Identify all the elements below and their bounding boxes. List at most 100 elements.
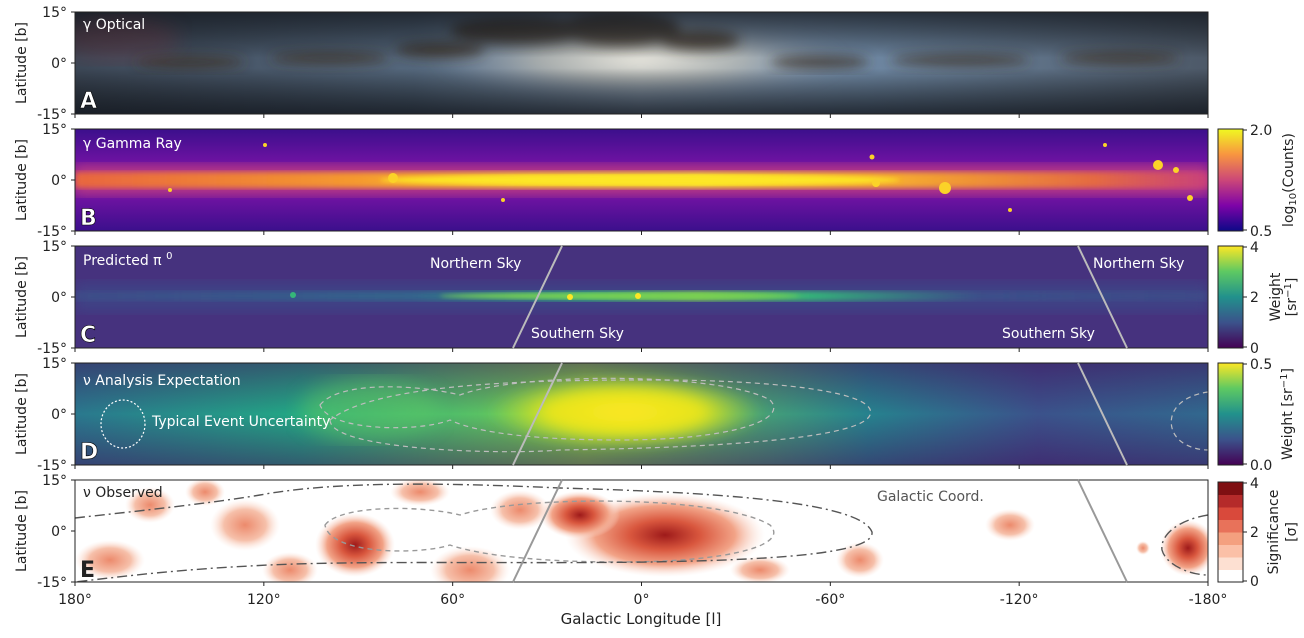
expectation-contours bbox=[319, 377, 1208, 453]
x-axis-label-text: Galactic Longitude [l] bbox=[561, 610, 722, 628]
y-tick-label: 0° bbox=[51, 524, 67, 540]
colorbar-d-label: Weight [sr−1] bbox=[1279, 368, 1296, 460]
annotation-typical-event-uncertainty: Typical Event Uncertainty bbox=[151, 414, 330, 430]
y-axis-label: Latitude [b] bbox=[14, 22, 30, 104]
annotation-galactic-coord: Galactic Coord. bbox=[877, 489, 984, 505]
x-axis-label: Galactic Longitude [l] bbox=[561, 610, 722, 628]
colorbar-e-step bbox=[1218, 569, 1243, 583]
colorbar-e-step bbox=[1218, 532, 1243, 545]
x-tick-label: -120° bbox=[1000, 592, 1039, 608]
panel-e-letter: E bbox=[80, 558, 95, 583]
y-tick-label: 0° bbox=[51, 407, 67, 423]
sky-boundary-lines bbox=[512, 245, 1128, 583]
colorbar-b-tick-min: 0.5 bbox=[1250, 224, 1272, 240]
colorbar-e-label: Significance bbox=[1266, 490, 1282, 575]
annotation-northern-sky-right: Northern Sky bbox=[1093, 256, 1184, 272]
y-tick-label: -15° bbox=[37, 224, 67, 240]
panel-d-letter: D bbox=[80, 440, 98, 465]
x-axis: 180° 120° 60° 0° -60° -120° -180° bbox=[58, 592, 1227, 608]
annotation-southern-sky-left: Southern Sky bbox=[531, 326, 624, 342]
x-tick-label: -180° bbox=[1189, 592, 1228, 608]
colorbar-c-tick-2: 2 bbox=[1250, 290, 1259, 306]
colorbar-c-label: Weight bbox=[1268, 272, 1284, 321]
colorbar-e-step bbox=[1218, 482, 1243, 495]
x-tick-label: 60° bbox=[440, 592, 465, 608]
panel-c-letter: C bbox=[80, 323, 96, 348]
colorbar-d-gradient bbox=[1217, 362, 1244, 466]
sky-boundary-left-c bbox=[512, 245, 563, 349]
colorbar-e-tick-0: 0 bbox=[1250, 574, 1259, 590]
y-tick-label: 15° bbox=[42, 473, 67, 489]
sky-boundary-right-e bbox=[1077, 479, 1128, 583]
y-tick-label: 15° bbox=[42, 356, 67, 372]
panel-d-expectation bbox=[75, 363, 1208, 465]
colorbar-e-steps bbox=[1218, 482, 1243, 583]
y-axis-label: Latitude [b] bbox=[14, 256, 30, 338]
y-tick-label: 15° bbox=[42, 122, 67, 138]
panel-a-letter: A bbox=[80, 89, 97, 114]
colorbar-d-tick-max: 0.5 bbox=[1250, 357, 1272, 373]
colorbar-b-label: log10(Counts) bbox=[1281, 133, 1299, 227]
x-tick-label: 120° bbox=[247, 592, 281, 608]
panel-c-pi0 bbox=[75, 246, 1208, 348]
colorbar-b-tick-max: 2.0 bbox=[1250, 123, 1272, 139]
colorbar-c: 4 2 0 Weight [sr−1] bbox=[1217, 240, 1300, 357]
colorbar-c-tick-0: 0 bbox=[1250, 341, 1259, 357]
expectation-hotspot bbox=[485, 374, 765, 450]
sky-boundary-left-d bbox=[512, 362, 563, 466]
y-axes: 15° 0° -15° Latitude [b] 15° 0° -15° Latitude [… bbox=[14, 5, 1209, 591]
panel-e-observed bbox=[75, 480, 1208, 582]
x-tick-label: 180° bbox=[58, 592, 92, 608]
optical-vertical-fade bbox=[75, 12, 1208, 114]
y-tick-label: -15° bbox=[37, 458, 67, 474]
colorbar-c-unit: [sr−1] bbox=[1283, 278, 1300, 317]
y-tick-label: -15° bbox=[37, 341, 67, 357]
colorbar-e-step bbox=[1218, 494, 1243, 508]
typical-event-uncertainty-circle bbox=[100, 399, 146, 449]
colorbar-b-gradient bbox=[1217, 128, 1244, 232]
panel-b-letter: B bbox=[80, 206, 97, 231]
colorbar-e: 4 2 0 Significance [σ] bbox=[1217, 476, 1300, 590]
colorbar-e-tick-2: 2 bbox=[1250, 525, 1259, 541]
panel-d-title: ν Analysis Expectation bbox=[83, 373, 241, 389]
gamma-point-sources bbox=[168, 143, 1193, 212]
colorbar-e-step bbox=[1218, 519, 1243, 533]
colorbar-b: 2.0 0.5 log10(Counts) bbox=[1217, 123, 1299, 240]
observed-significance-blobs bbox=[75, 480, 1208, 582]
sky-boundary-right-c bbox=[1077, 245, 1128, 349]
y-axis-label: Latitude [b] bbox=[14, 139, 30, 221]
panel-c-title-superscript: 0 bbox=[166, 251, 172, 262]
y-tick-label: 0° bbox=[51, 56, 67, 72]
panel-a-optical bbox=[75, 12, 1208, 114]
panel-c-title: Predicted π 0 bbox=[83, 251, 172, 269]
y-tick-label: 0° bbox=[51, 290, 67, 306]
y-tick-label: 15° bbox=[42, 5, 67, 21]
sky-boundary-right-d bbox=[1077, 362, 1128, 466]
panel-c-title-text: Predicted π bbox=[83, 253, 162, 269]
observed-contours bbox=[75, 483, 1208, 582]
annotation-northern-sky-left: Northern Sky bbox=[430, 256, 521, 272]
x-tick-label: 0° bbox=[634, 592, 650, 608]
y-axis-label: Latitude [b] bbox=[14, 373, 30, 455]
colorbar-d-tick-min: 0.0 bbox=[1250, 458, 1272, 474]
colorbar-e-step bbox=[1218, 557, 1243, 570]
colorbar-c-gradient bbox=[1217, 245, 1244, 349]
y-tick-label: -15° bbox=[37, 575, 67, 591]
annotation-southern-sky-right: Southern Sky bbox=[1002, 326, 1095, 342]
colorbar-e-unit: [σ] bbox=[1284, 522, 1300, 542]
sky-boundary-left-e bbox=[512, 479, 563, 583]
colorbar-e-step bbox=[1218, 544, 1243, 558]
panel-b-title: γ Gamma Ray bbox=[83, 136, 182, 152]
panel-b-gamma bbox=[75, 129, 1208, 231]
x-tick-label: -60° bbox=[815, 592, 845, 608]
panel-a-title: γ Optical bbox=[83, 17, 145, 33]
colorbar-e-tick-4: 4 bbox=[1250, 476, 1259, 492]
panel-e-title: ν Observed bbox=[83, 485, 163, 501]
colorbar-c-tick-4: 4 bbox=[1250, 240, 1259, 256]
y-tick-label: 0° bbox=[51, 173, 67, 189]
colorbar-d: 0.5 0.0 Weight [sr−1] bbox=[1217, 357, 1296, 474]
y-tick-label: 15° bbox=[42, 239, 67, 255]
y-axis-label: Latitude [b] bbox=[14, 490, 30, 572]
y-tick-label: -15° bbox=[37, 107, 67, 123]
